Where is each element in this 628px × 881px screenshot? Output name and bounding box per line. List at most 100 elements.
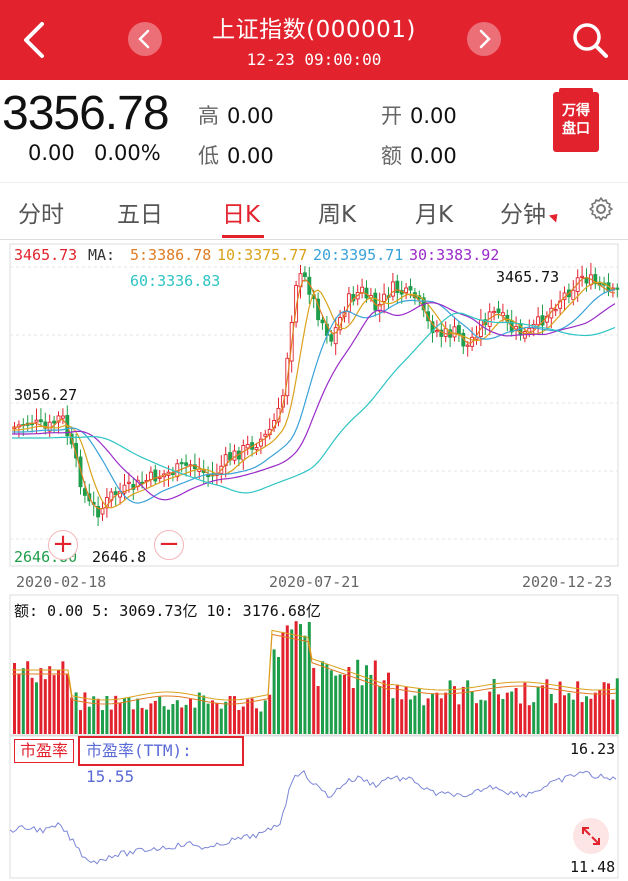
volume-ma5-line [12, 633, 617, 705]
candle-body [294, 285, 299, 323]
tab-five-day[interactable]: 五日 [117, 202, 163, 228]
volume-bar [369, 674, 373, 734]
pe-indicator-selector[interactable]: 市盈率 [14, 739, 74, 763]
candle-body [452, 326, 457, 338]
volume-bar [585, 696, 588, 734]
volume-bar [237, 710, 241, 734]
volume-bar [417, 688, 421, 734]
gear-icon[interactable] [588, 196, 614, 222]
date-start: 2020-02-18 [16, 573, 107, 591]
volume-bar [439, 698, 443, 734]
candle-body [206, 474, 211, 478]
fullscreen-button[interactable] [573, 818, 609, 854]
candle-body [593, 274, 598, 285]
volume-bar [272, 649, 276, 734]
volume-bar [136, 698, 140, 734]
tab-intraday[interactable]: 分时 [18, 202, 64, 228]
volume-bar [413, 695, 417, 734]
volume-bar [255, 708, 258, 734]
volume-bar [43, 679, 47, 734]
volume-bar [268, 694, 272, 734]
tab-daily-k[interactable]: 日K [222, 202, 261, 228]
volume-bar [118, 702, 122, 734]
volume-bar [65, 674, 69, 734]
volume-bar [373, 660, 377, 734]
zoom-in-button[interactable]: + [48, 530, 78, 560]
tab-monthly-k[interactable]: 月K [415, 202, 454, 228]
volume-bar [325, 664, 329, 734]
volume-bar [567, 693, 571, 734]
tab-weekly-k[interactable]: 周K [318, 202, 357, 228]
next-stock-button[interactable] [467, 22, 501, 56]
ma60-line [12, 312, 616, 494]
candle-body [78, 456, 83, 488]
volume-bar [52, 675, 56, 734]
volume-bar [140, 707, 144, 734]
candle-body [536, 316, 541, 326]
candle-body [34, 419, 39, 423]
volume-bar [30, 677, 34, 734]
volume-bar [615, 678, 619, 734]
candle-body [456, 325, 461, 335]
volume-bar [83, 692, 87, 734]
volume-bar [321, 661, 324, 734]
volume-bar [453, 686, 456, 734]
volume-bar [149, 703, 153, 734]
volume-bar [259, 711, 263, 734]
stat-low: 低 0.00 [198, 144, 274, 168]
volume-bar [347, 666, 351, 734]
previous-stock-button[interactable] [128, 22, 162, 56]
volume-bar [382, 680, 386, 734]
back-arrow-icon[interactable] [14, 18, 58, 62]
volume-bar [409, 699, 412, 734]
price-change: 0.00 [28, 141, 75, 165]
volume-bar [202, 695, 206, 734]
volume-bar [246, 699, 250, 734]
volume-bar [21, 668, 25, 734]
pe-max-value: 16.23 [570, 740, 616, 758]
quote-panel: 3356.78 0.00 0.00% 高 0.00 低 0.00 开 0.00 额 0.… [0, 80, 628, 180]
volume-bar [351, 687, 355, 734]
volume-bar [558, 681, 562, 734]
search-icon[interactable] [568, 18, 612, 62]
volume-bar [435, 692, 439, 734]
wind-order-book-button[interactable]: 万得 盘口 [553, 88, 599, 152]
candle-body [395, 280, 400, 293]
volume-bar [360, 685, 364, 734]
volume-bar [70, 697, 74, 734]
candle-body [113, 491, 118, 496]
ma10-value: 10:3375.77 [217, 246, 308, 264]
volume-bar [589, 698, 593, 734]
volume-bar [277, 656, 280, 734]
candle-body [615, 287, 620, 290]
candle-body [245, 444, 250, 449]
candle-body [82, 488, 87, 496]
candle-body [465, 344, 470, 347]
tab-minute-k[interactable]: 分钟 [500, 195, 562, 229]
candle-body [184, 462, 189, 466]
volume-bar [74, 692, 78, 734]
volume-bar [593, 692, 597, 734]
volume-bar [598, 689, 602, 734]
volume-bar [39, 668, 43, 734]
volume-bar [338, 674, 342, 734]
price-change-percent: 0.00% [94, 141, 161, 165]
volume-bar [105, 696, 109, 734]
pe-ttm-value: 市盈率(TTM): 15.55 [78, 736, 244, 786]
candle-body [584, 277, 589, 284]
candle-body [263, 433, 268, 437]
volume-bar [241, 706, 245, 734]
period-high-marker: 3465.73 [496, 268, 560, 286]
candle-body [96, 506, 101, 518]
pe-line [9, 769, 617, 865]
zoom-out-button[interactable]: − [154, 530, 184, 560]
app-header: 上证指数(000001) 12-23 09:00:00 [0, 0, 628, 80]
volume-bar [57, 669, 60, 734]
volume-bar [211, 700, 214, 734]
volume-bar [219, 708, 223, 734]
candle-body [496, 308, 501, 314]
ma-label: MA: [88, 246, 116, 264]
volume-bar [387, 672, 390, 734]
candle-body [430, 321, 435, 334]
kline-chart[interactable] [0, 240, 628, 881]
